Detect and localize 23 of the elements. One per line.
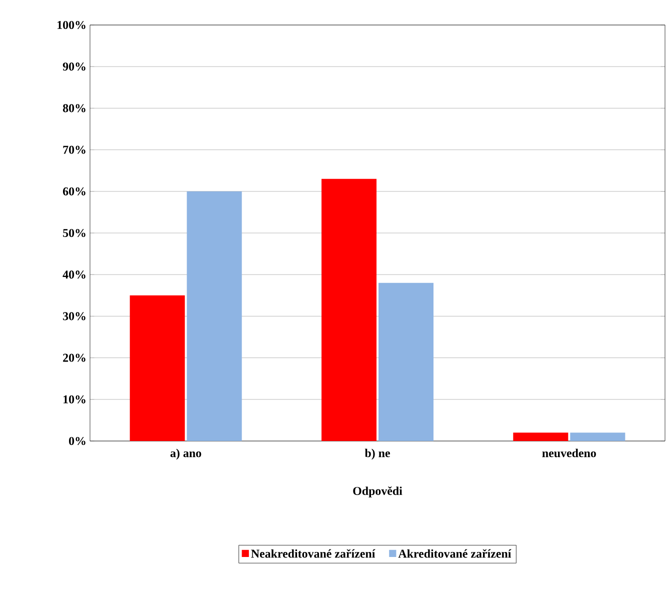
x-tick-label: a) ano [170,448,202,460]
y-tick-label: 20% [63,354,86,362]
y-tick-label: 60% [62,187,86,196]
legend-label: Neakreditované zařízení [251,549,376,558]
bar [186,191,242,441]
y-tick-label: 50% [63,228,86,238]
bar [378,282,434,441]
y-tick-label: 80% [62,104,86,112]
x-tick-label: b) ne [364,448,390,460]
x-tick-label: neuvedeno [542,448,596,458]
y-tick-label: 100% [58,20,86,30]
y-tick-label: 0% [69,436,86,446]
legend-label: Akreditované zařízení [398,549,512,558]
y-tick-label: 30% [63,312,86,320]
bar [570,432,626,441]
y-tick-label: 40% [62,270,86,279]
bar [130,295,185,441]
bar [513,432,568,441]
y-tick-label: 10% [64,395,86,404]
x-axis-title: Odpovědi [353,486,402,498]
y-tick-label: 70% [63,146,86,154]
y-tick-label: 90% [62,62,86,71]
bar [322,178,377,441]
